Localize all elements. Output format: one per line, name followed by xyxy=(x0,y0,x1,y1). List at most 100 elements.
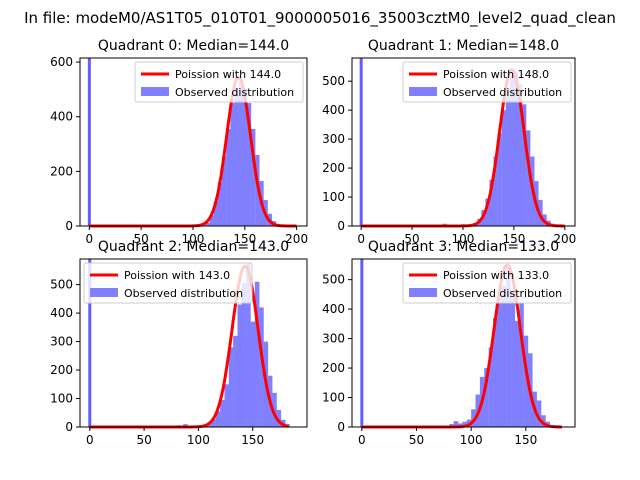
quadrant-3-xtick-label: 150 xyxy=(514,433,537,447)
quadrant-2-hist-bar xyxy=(215,411,221,427)
quadrant-1-hist-bar xyxy=(485,198,490,226)
quadrant-3-hist-bar xyxy=(497,297,502,427)
quadrant-2-ytick-label: 500 xyxy=(50,278,73,292)
quadrant-0-xtick-label: 100 xyxy=(182,232,205,246)
quadrant-3-hist-bar xyxy=(471,409,476,427)
quadrant-2-hist-bar xyxy=(241,283,247,427)
quadrant-1-hist-bar xyxy=(489,179,494,226)
quadrant-1-xtick-label: 100 xyxy=(452,232,475,246)
quadrant-0-legend-box xyxy=(134,61,304,103)
quadrant-3-xtick-label: 0 xyxy=(358,433,366,447)
quadrant-1-ytick-label: 300 xyxy=(322,132,345,146)
quadrant-0-ytick-label: 600 xyxy=(50,55,73,69)
quadrant-1-hist-bar xyxy=(497,133,502,226)
quadrant-1-hist-bar xyxy=(517,84,523,226)
quadrant-3-hist-bar xyxy=(523,335,529,427)
quadrant-1-hist-bar xyxy=(509,75,515,227)
quadrant-2-hist-bar xyxy=(237,304,243,427)
quadrant-2-hist-bar xyxy=(254,281,260,427)
quadrant-2-axes-frame xyxy=(79,258,308,428)
quadrant-2-hist-bar xyxy=(250,321,256,427)
quadrant-2-legend: Poission with 143.0 Observed distribution xyxy=(83,262,253,304)
quadrant-3-legend-box xyxy=(402,262,572,304)
quadrant-1-hist-bar xyxy=(522,104,527,226)
quadrant-1-zero-spike xyxy=(359,58,363,226)
quadrant-0-xtick-label: 50 xyxy=(134,232,149,246)
quadrant-2-xtick-label: 0 xyxy=(86,433,94,447)
quadrant-1-legend-hist-label: Observed distribution xyxy=(443,86,562,99)
quadrant-0-axes-frame xyxy=(79,57,308,227)
quadrant-1-xtick-label: 200 xyxy=(553,232,576,246)
quadrant-2-ytick-label: 0 xyxy=(65,420,73,434)
quadrant-1-ytick-label: 200 xyxy=(322,161,345,175)
quadrant-3-ytick-label: 300 xyxy=(322,332,345,346)
quadrant-2-title: Quadrant 2: Median=143.0 xyxy=(98,239,289,255)
quadrant-0-hist-bar xyxy=(238,81,243,226)
quadrant-0-ytick-label: 400 xyxy=(50,110,73,124)
quadrant-1-hist-bar xyxy=(505,89,511,227)
quadrant-3-ytick-label: 100 xyxy=(322,391,345,405)
quadrant-2-ytick-label: 300 xyxy=(50,335,73,349)
quadrant-2-legend-hist-swatch xyxy=(90,288,118,297)
quadrant-0-hist-bar xyxy=(242,89,248,226)
quadrant-0-hist-bar xyxy=(209,215,214,226)
quadrant-0-zero-spike xyxy=(87,58,91,226)
quadrant-2-xtick-label: 150 xyxy=(241,433,264,447)
quadrant-0-legend-fit-label: Poission with 144.0 xyxy=(175,68,281,81)
figure-suptitle: In file: modeM0/AS1T05_010T01_9000005016… xyxy=(24,9,616,28)
quadrant-1-xtick-label: 150 xyxy=(502,232,525,246)
quadrant-3-hist-bar xyxy=(506,266,511,427)
quadrant-0-xtick-label: 0 xyxy=(86,232,94,246)
quadrant-0-hist-bar xyxy=(213,201,219,226)
quadrant-0-panel: 0 50 100 150 200 0 200 400 600 Quadrant 0: Median… xyxy=(50,38,308,246)
quadrant-3-ytick-label: 500 xyxy=(322,273,345,287)
quadrant-2-legend-fit-label: Poission with 143.0 xyxy=(124,269,230,282)
quadrant-1-ytick-label: 500 xyxy=(322,74,345,88)
quadrant-0-xtick-label: 150 xyxy=(233,232,256,246)
quadrant-2-zero-spike xyxy=(88,259,92,427)
quadrant-3-hist-bar xyxy=(462,421,467,427)
quadrant-2-hist-bar xyxy=(259,307,264,427)
quadrant-3-legend-hist-label: Observed distribution xyxy=(443,287,562,300)
quadrant-0-hist-bar xyxy=(234,88,239,226)
quadrant-1-legend: Poission with 148.0 Observed distribution xyxy=(402,61,572,103)
quadrant-1-axes-frame xyxy=(351,57,576,227)
quadrant-2-hist-bar xyxy=(207,423,212,427)
quadrant-3-ytick-label: 400 xyxy=(322,302,345,316)
quadrant-0-hist-bar xyxy=(246,103,252,226)
quadrant-1-ytick-label: 100 xyxy=(322,190,345,204)
quadrant-0-hist-bar xyxy=(251,129,256,226)
quadrant-2-ytick-label: 200 xyxy=(50,363,73,377)
quadrant-3-title: Quadrant 3: Median=133.0 xyxy=(368,239,559,255)
quadrant-3-panel: 0 50 100 150 0 100 200 300 400 500 Quadrant 3: Med… xyxy=(322,239,576,447)
quadrant-2-legend-box xyxy=(83,262,253,304)
quadrant-0-hist-bar xyxy=(217,182,223,226)
quadrant-1-hist-bar xyxy=(493,156,498,226)
quadrant-3-legend: Poission with 133.0 Observed distribution xyxy=(402,262,572,304)
quadrant-2-legend-hist-label: Observed distribution xyxy=(124,287,243,300)
quadrant-3-hist-bar xyxy=(488,347,494,427)
quadrant-1-ytick-label: 0 xyxy=(337,219,345,233)
quadrant-2-hist-bar xyxy=(276,409,282,427)
quadrant-1-legend-box xyxy=(402,61,572,103)
quadrant-0-title: Quadrant 0: Median=144.0 xyxy=(98,38,289,54)
quadrant-3-hist-bar xyxy=(493,317,498,427)
quadrant-0-ytick-label: 0 xyxy=(65,219,73,233)
quadrant-2-hist-bar xyxy=(211,419,216,427)
quadrant-3-hist-bar xyxy=(514,320,520,427)
quadrant-3-hist-bar xyxy=(484,368,489,427)
quadrant-3-hist-bar xyxy=(510,291,516,427)
quadrant-0-legend: Poission with 144.0 Observed distribution xyxy=(134,61,304,103)
quadrant-3-axes-frame xyxy=(351,258,576,428)
quadrant-3-legend-hist-swatch xyxy=(409,288,437,297)
quadrant-1-xtick-label: 0 xyxy=(357,232,365,246)
quadrant-2-xtick-label: 100 xyxy=(187,433,210,447)
quadrant-3-hist-bar xyxy=(501,285,507,427)
quadrant-1-title: Quadrant 1: Median=148.0 xyxy=(368,38,559,54)
quadrant-0-hist-bar xyxy=(230,103,235,226)
quadrant-3-hist-bar xyxy=(519,303,524,427)
quadrant-3-hist-bar xyxy=(536,400,542,427)
quadrant-2-hist-bar xyxy=(220,399,225,427)
quadrant-3-ytick-label: 200 xyxy=(322,361,345,375)
